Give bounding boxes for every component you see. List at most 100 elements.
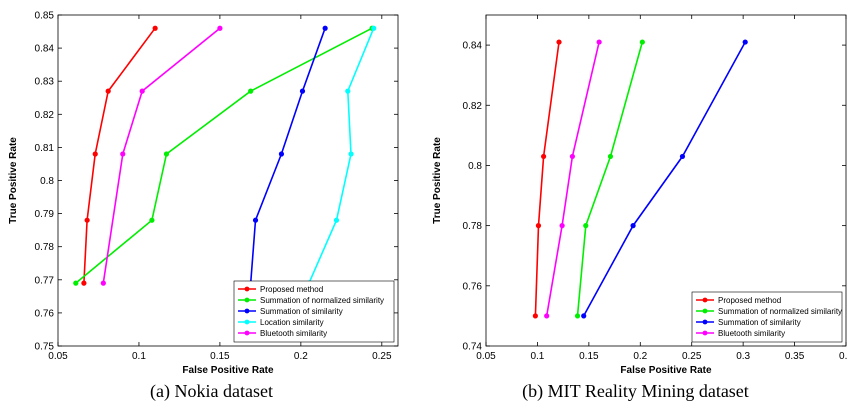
y-tick-label: 0.82 <box>35 110 55 121</box>
y-tick-label: 0.84 <box>463 41 483 52</box>
legend-swatch-marker <box>244 319 250 325</box>
x-tick-label: 0.2 <box>633 351 647 362</box>
y-tick-label: 0.76 <box>463 281 483 292</box>
legend-swatch-marker <box>244 308 250 314</box>
y-tick-label: 0.81 <box>35 143 55 154</box>
data-point <box>742 39 748 45</box>
data-point <box>544 313 550 319</box>
legend-swatch-marker <box>244 297 250 303</box>
y-tick-label: 0.85 <box>35 11 55 22</box>
data-point <box>73 280 79 286</box>
x-axis-label: False Positive Rate <box>182 365 274 375</box>
data-point <box>139 88 145 94</box>
x-tick-label: 0.15 <box>210 351 230 362</box>
x-tick-label: 0.15 <box>579 351 599 362</box>
legend-entry: Summation of normalized similarity <box>718 307 842 316</box>
y-tick-label: 0.83 <box>35 77 55 88</box>
y-tick-label: 0.74 <box>463 342 483 353</box>
x-tick-label: 0.1 <box>530 351 544 362</box>
data-point <box>679 153 686 160</box>
chart-panel-nokia: 0.05 0.1 0.15 0.2 0.25 0.75 0.76 0.77 0.78 0.79 0.… <box>0 0 423 412</box>
legend-swatch-marker <box>702 330 708 336</box>
data-point <box>81 280 87 286</box>
legend-swatch-marker <box>702 308 708 314</box>
data-point <box>345 88 351 94</box>
legend-entry: Proposed method <box>260 285 323 294</box>
x-tick-label: 0.25 <box>682 351 702 362</box>
data-point <box>278 151 285 157</box>
data-point <box>596 39 602 45</box>
data-point <box>541 153 547 160</box>
y-tick-label: 0.79 <box>35 209 55 220</box>
data-point <box>371 25 377 31</box>
data-point <box>630 223 636 229</box>
data-point <box>252 217 259 223</box>
data-point <box>120 151 126 157</box>
chart-nokia: 0.05 0.1 0.15 0.2 0.25 0.75 0.76 0.77 0.78 0.79 0.… <box>8 11 399 375</box>
caption-nokia: (a) Nokia dataset <box>150 381 273 401</box>
data-point <box>348 151 354 157</box>
x-axis-label: False Positive Rate <box>620 365 712 375</box>
data-point <box>333 217 340 223</box>
legend-entry: Proposed method <box>718 296 781 305</box>
y-axis-label: True Positive Rate <box>8 137 19 224</box>
legend-swatch-marker <box>244 330 250 336</box>
data-point <box>556 39 562 45</box>
x-tick-label: 0.35 <box>785 351 805 362</box>
data-point <box>92 151 98 157</box>
y-tick-label: 0.75 <box>35 342 55 353</box>
data-point <box>569 153 575 160</box>
y-tick-label: 0.78 <box>35 242 55 253</box>
y-tick-label: 0.77 <box>35 275 55 286</box>
legend-swatch-marker <box>244 286 250 292</box>
data-point <box>152 25 158 31</box>
data-point <box>535 223 542 229</box>
series-line <box>534 41 560 316</box>
data-point <box>84 217 90 223</box>
data-point <box>559 223 565 229</box>
legend-box <box>691 291 843 343</box>
legend-box <box>233 280 395 343</box>
x-tick-label: 0.05 <box>48 351 68 362</box>
legend-entry: Summation of similarity <box>260 307 343 316</box>
data-point <box>574 313 581 319</box>
legend-entry: Summation of similarity <box>718 318 801 327</box>
data-point <box>105 88 111 94</box>
x-tick-label: 0.3 <box>736 351 750 362</box>
data-point <box>217 25 223 31</box>
data-point <box>583 223 589 229</box>
y-tick-label: 0.8 <box>468 161 482 172</box>
chart-panel-mit: 0.05 0.1 0.15 0.2 0.25 0.3 0.35 0.4 0.74 0.76 0.78… <box>424 0 847 412</box>
data-point <box>607 153 614 160</box>
series-line <box>582 41 746 317</box>
y-tick-label: 0.8 <box>40 176 54 187</box>
x-tick-label: 0.05 <box>476 351 496 362</box>
legend-entry: Bluetooth similarity <box>260 329 327 338</box>
y-tick-label: 0.82 <box>463 101 483 112</box>
series-line <box>545 41 600 317</box>
legend-swatch-marker <box>702 297 708 303</box>
data-point <box>163 151 170 157</box>
y-tick-label: 0.84 <box>35 44 55 55</box>
legend-swatch-marker <box>702 319 708 325</box>
legend-entry: Summation of normalized similarity <box>260 296 384 305</box>
x-tick-label: 0.25 <box>372 351 392 362</box>
data-point <box>149 217 155 223</box>
legend-entry: Location similarity <box>260 318 324 327</box>
x-tick-label: 0.2 <box>294 351 308 362</box>
chart-mit: 0.05 0.1 0.15 0.2 0.25 0.3 0.35 0.4 0.74 0.76 0.78… <box>432 14 847 375</box>
x-tick-label: 0.1 <box>132 351 146 362</box>
caption-mit: (b) MIT Reality Mining dataset <box>522 381 749 401</box>
data-point <box>322 25 328 31</box>
y-tick-label: 0.78 <box>463 221 483 232</box>
x-tick-label: 0.4 <box>839 351 847 362</box>
data-point <box>248 88 254 94</box>
data-point <box>581 313 587 319</box>
series-line <box>576 41 644 316</box>
data-point <box>639 39 645 45</box>
y-tick-label: 0.76 <box>35 308 55 319</box>
data-point <box>532 313 538 319</box>
y-axis-label: True Positive Rate <box>432 137 443 224</box>
data-point <box>100 280 106 286</box>
